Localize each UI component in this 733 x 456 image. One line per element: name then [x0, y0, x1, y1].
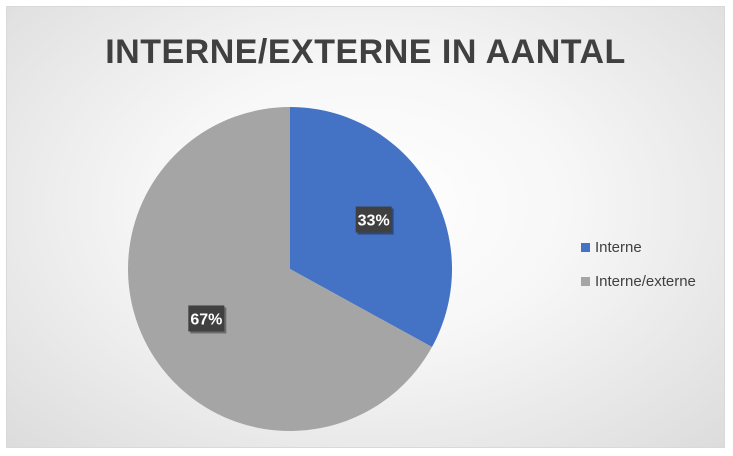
pie-slice-interne-externe	[128, 106, 432, 431]
pie-chart: 33% 67%	[128, 106, 452, 431]
legend-label-interne: Interne	[595, 238, 642, 256]
legend-label-interne-externe: Interne/externe	[595, 272, 696, 290]
legend: Interne Interne/externe	[581, 237, 696, 305]
data-label-box	[188, 305, 225, 332]
data-label: 67%	[190, 311, 222, 328]
data-label: 33%	[358, 213, 390, 230]
legend-item-interne-externe: Interne/externe	[581, 271, 696, 291]
legend-item-interne: Interne	[581, 237, 696, 257]
legend-swatch-interne-externe	[581, 276, 590, 286]
data-label-box	[355, 206, 392, 233]
legend-swatch-interne	[581, 242, 590, 252]
chart-title: INTERNE/EXTERNE IN AANTAL	[105, 33, 626, 71]
chart-area: INTERNE/EXTERNE IN AANTAL 33% 67% Interne…	[6, 6, 725, 448]
